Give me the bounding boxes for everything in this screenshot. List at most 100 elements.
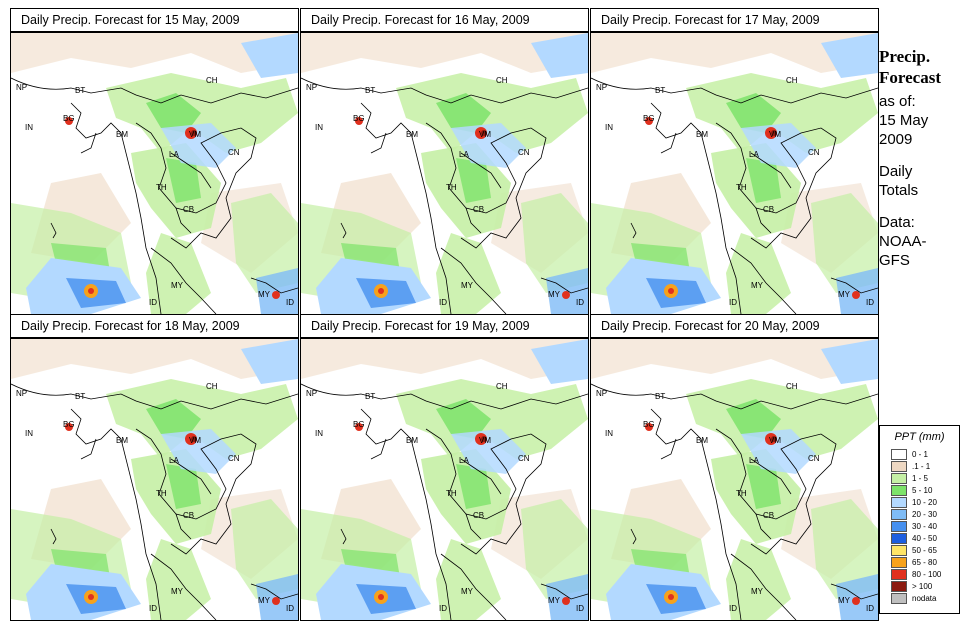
legend-swatch xyxy=(891,568,907,580)
sidebar-totals: Totals xyxy=(879,182,919,199)
legend-label: 65 - 80 xyxy=(912,557,937,567)
label-my-2: MY xyxy=(838,290,851,299)
label-my: MY xyxy=(171,281,184,290)
legend-swatch xyxy=(891,556,907,568)
label-np: NP xyxy=(596,83,607,92)
label-in: IN xyxy=(605,429,613,438)
label-cn: CN xyxy=(808,454,820,463)
country-labels: NP BT IN BG BM CH LA VM CN TH CB MY ID M… xyxy=(16,382,294,613)
sidebar-source-2: GFS xyxy=(879,252,910,269)
country-borders xyxy=(11,383,298,620)
legend-swatch xyxy=(891,532,907,544)
label-ch: CH xyxy=(496,382,508,391)
panel-title: Daily Precip. Forecast for 18 May, 2009 xyxy=(10,314,299,338)
panel-map: NP BT IN BG BM CH LA VM CN TH CB MY ID M… xyxy=(10,32,299,315)
sidebar-asof: as of: xyxy=(879,93,916,110)
panel-map: NP BT IN BG BM CH LA VM CN TH CB MY ID M… xyxy=(300,338,589,621)
label-cb: CB xyxy=(183,205,194,214)
label-my-2: MY xyxy=(258,596,271,605)
legend-item: nodata xyxy=(891,592,941,604)
country-labels: NP BT IN BG BM CH LA VM CN TH CB MY ID M… xyxy=(596,382,874,613)
forecast-panel-1: Daily Precip. Forecast for 15 May, 2009 xyxy=(10,8,299,315)
label-cb: CB xyxy=(183,511,194,520)
label-my-2: MY xyxy=(548,290,561,299)
label-bg: BG xyxy=(63,114,75,123)
country-borders xyxy=(591,77,878,314)
label-cb: CB xyxy=(763,511,774,520)
legend-label: .1 - 1 xyxy=(912,461,931,471)
label-bt: BT xyxy=(655,392,665,401)
intense-rain-cores xyxy=(65,423,280,605)
label-bt: BT xyxy=(365,392,375,401)
label-my-2: MY xyxy=(258,290,271,299)
intense-rain-cores xyxy=(355,423,570,605)
forecast-map: NP BT IN BG BM CH LA VM CN TH CB MY ID M… xyxy=(301,33,588,314)
label-bg: BG xyxy=(63,420,75,429)
label-np: NP xyxy=(596,389,607,398)
label-id-2: ID xyxy=(866,604,874,613)
label-la: LA xyxy=(749,150,759,159)
legend-item: 10 - 20 xyxy=(891,496,941,508)
label-id-2: ID xyxy=(286,604,294,613)
label-bt: BT xyxy=(365,86,375,95)
label-bm: BM xyxy=(696,130,708,139)
label-id: ID xyxy=(729,298,737,307)
label-bg: BG xyxy=(353,114,365,123)
legend-label: nodata xyxy=(912,593,937,603)
label-bm: BM xyxy=(406,436,418,445)
forecast-panel-6: Daily Precip. Forecast for 20 May, 2009 xyxy=(590,314,879,621)
sidebar-date-1: 15 May xyxy=(879,112,929,129)
forecast-panel-5: Daily Precip. Forecast for 19 May, 2009 xyxy=(300,314,589,621)
label-bm: BM xyxy=(406,130,418,139)
legend-item: 65 - 80 xyxy=(891,556,941,568)
label-cb: CB xyxy=(473,511,484,520)
label-np: NP xyxy=(16,83,27,92)
legend-swatch xyxy=(891,544,907,556)
label-bm: BM xyxy=(696,436,708,445)
label-ch: CH xyxy=(496,76,508,85)
label-id-2: ID xyxy=(286,298,294,307)
label-np: NP xyxy=(16,389,27,398)
panel-map: NP BT IN BG BM CH LA VM CN TH CB MY ID M… xyxy=(10,338,299,621)
label-cb: CB xyxy=(763,205,774,214)
country-borders xyxy=(301,77,588,314)
label-bg: BG xyxy=(643,420,655,429)
sidebar-heading-2: Forecast xyxy=(879,68,941,87)
intense-rain-cores xyxy=(645,117,860,299)
legend-label: 80 - 100 xyxy=(912,569,942,579)
label-my: MY xyxy=(461,281,474,290)
label-bm: BM xyxy=(116,436,128,445)
label-th: TH xyxy=(446,489,457,498)
legend-item: > 100 xyxy=(891,580,941,592)
label-in: IN xyxy=(315,123,323,132)
legend-swatch xyxy=(891,508,907,520)
legend-swatch xyxy=(891,472,907,484)
panel-map: NP BT IN BG BM CH LA VM CN TH CB MY ID M… xyxy=(590,32,879,315)
panel-map: NP BT IN BG BM CH LA VM CN TH CB MY ID M… xyxy=(590,338,879,621)
legend-label: 0 - 1 xyxy=(912,449,929,459)
label-la: LA xyxy=(169,456,179,465)
legend-swatch xyxy=(891,448,907,460)
forecast-panel-2: Daily Precip. Forecast for 16 May, 2009 xyxy=(300,8,589,315)
sidebar-date-2: 2009 xyxy=(879,131,913,148)
label-my: MY xyxy=(461,587,474,596)
legend-item: 20 - 30 xyxy=(891,508,941,520)
panel-title: Daily Precip. Forecast for 15 May, 2009 xyxy=(10,8,299,32)
legend-rows: 0 - 1 .1 - 1 1 - 5 5 - 10 10 - 20 20 - 30 30 -… xyxy=(891,448,941,604)
label-cn: CN xyxy=(808,148,820,157)
label-la: LA xyxy=(169,150,179,159)
legend-item: 30 - 40 xyxy=(891,520,941,532)
legend-item: 80 - 100 xyxy=(891,568,941,580)
label-th: TH xyxy=(156,183,167,192)
legend-swatch xyxy=(891,580,907,592)
sidebar-info: Precip. Forecast as of: 15 May 2009 Dail… xyxy=(879,46,965,270)
country-borders xyxy=(591,383,878,620)
label-my: MY xyxy=(751,587,764,596)
label-th: TH xyxy=(736,183,747,192)
label-la: LA xyxy=(459,150,469,159)
label-my-2: MY xyxy=(838,596,851,605)
country-borders xyxy=(11,77,298,314)
label-id-2: ID xyxy=(576,604,584,613)
intense-rain-cores xyxy=(65,117,280,299)
forecast-map: NP BT IN BG BM CH LA VM CN TH CB MY ID M… xyxy=(11,339,298,620)
